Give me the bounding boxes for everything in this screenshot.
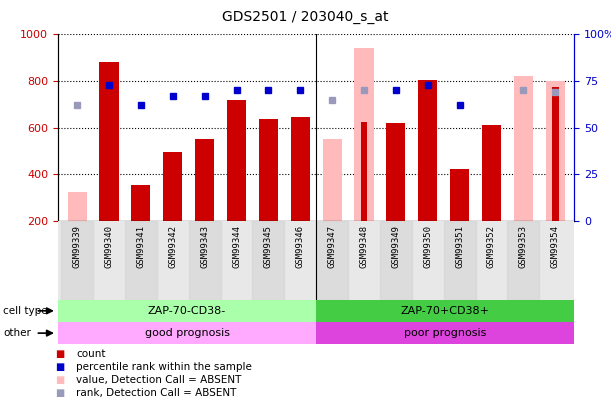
Text: GSM99343: GSM99343 bbox=[200, 225, 209, 268]
Bar bbox=[227, 100, 246, 221]
Text: value, Detection Call = ABSENT: value, Detection Call = ABSENT bbox=[76, 375, 242, 385]
Text: other: other bbox=[3, 328, 31, 338]
Bar bbox=[450, 169, 469, 221]
Text: rank, Detection Call = ABSENT: rank, Detection Call = ABSENT bbox=[76, 388, 236, 398]
Text: ■: ■ bbox=[55, 350, 64, 359]
Bar bbox=[354, 49, 373, 221]
Bar bbox=[380, 221, 412, 300]
Bar bbox=[58, 300, 316, 322]
Bar bbox=[58, 322, 316, 344]
Text: GDS2501 / 203040_s_at: GDS2501 / 203040_s_at bbox=[222, 10, 389, 24]
Text: ZAP-70-CD38-: ZAP-70-CD38- bbox=[148, 306, 226, 316]
Text: GSM99350: GSM99350 bbox=[423, 225, 432, 268]
Bar bbox=[291, 117, 310, 221]
Bar bbox=[316, 221, 348, 300]
Bar bbox=[163, 152, 182, 221]
Bar bbox=[507, 221, 540, 300]
Text: GSM99345: GSM99345 bbox=[264, 225, 273, 268]
Bar bbox=[189, 221, 221, 300]
Text: GSM99351: GSM99351 bbox=[455, 225, 464, 268]
Text: ■: ■ bbox=[55, 362, 64, 372]
Text: GSM99349: GSM99349 bbox=[392, 225, 400, 268]
Bar bbox=[514, 76, 533, 221]
Text: cell type: cell type bbox=[3, 306, 48, 316]
Text: ■: ■ bbox=[55, 375, 64, 385]
Bar bbox=[195, 139, 214, 221]
Bar bbox=[418, 80, 437, 221]
Text: GSM99348: GSM99348 bbox=[359, 225, 368, 268]
Bar bbox=[546, 81, 565, 221]
Text: percentile rank within the sample: percentile rank within the sample bbox=[76, 362, 252, 372]
Text: GSM99341: GSM99341 bbox=[136, 225, 145, 268]
Text: ■: ■ bbox=[55, 388, 64, 398]
Bar bbox=[252, 221, 284, 300]
Text: GSM99346: GSM99346 bbox=[296, 225, 305, 268]
Bar bbox=[125, 221, 157, 300]
Bar bbox=[68, 192, 87, 221]
Text: good prognosis: good prognosis bbox=[145, 328, 230, 338]
Text: GSM99354: GSM99354 bbox=[551, 225, 560, 268]
Text: GSM99344: GSM99344 bbox=[232, 225, 241, 268]
Bar bbox=[444, 221, 475, 300]
Bar bbox=[100, 62, 119, 221]
Bar bbox=[360, 122, 367, 221]
Text: GSM99340: GSM99340 bbox=[104, 225, 114, 268]
Text: GSM99353: GSM99353 bbox=[519, 225, 528, 268]
Bar bbox=[61, 221, 93, 300]
Text: poor prognosis: poor prognosis bbox=[404, 328, 486, 338]
Bar bbox=[482, 125, 501, 221]
Text: GSM99352: GSM99352 bbox=[487, 225, 496, 268]
Text: GSM99347: GSM99347 bbox=[327, 225, 337, 268]
Text: ZAP-70+CD38+: ZAP-70+CD38+ bbox=[401, 306, 490, 316]
Bar bbox=[386, 123, 406, 221]
Text: count: count bbox=[76, 350, 106, 359]
Bar bbox=[316, 322, 574, 344]
Bar bbox=[259, 119, 278, 221]
Bar bbox=[552, 87, 558, 221]
Bar bbox=[316, 300, 574, 322]
Bar bbox=[323, 139, 342, 221]
Text: GSM99339: GSM99339 bbox=[73, 225, 82, 268]
Text: GSM99342: GSM99342 bbox=[168, 225, 177, 268]
Bar bbox=[131, 185, 150, 221]
